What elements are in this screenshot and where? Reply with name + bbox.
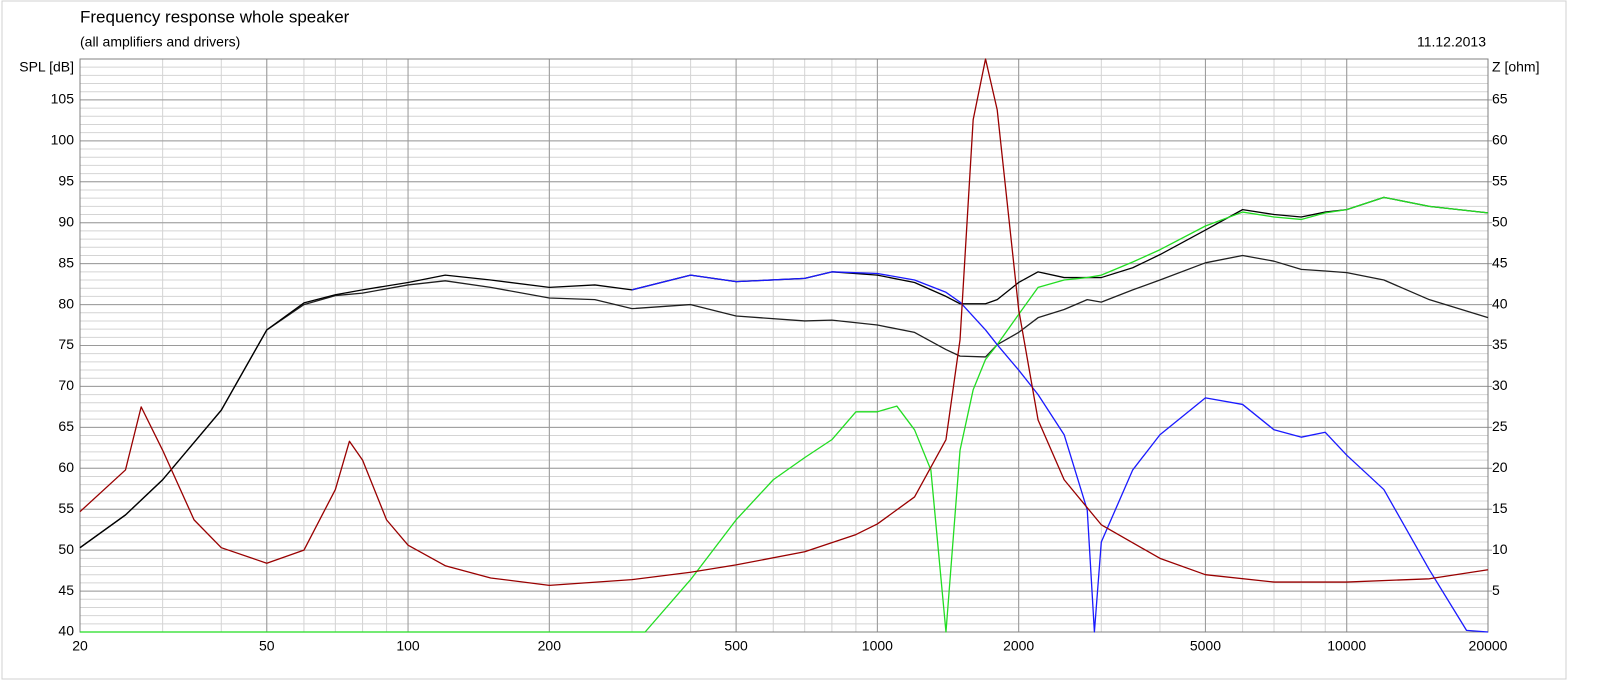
y2-tick-label: 5 bbox=[1492, 582, 1500, 598]
y2-tick-label: 55 bbox=[1492, 172, 1508, 188]
plot-lines bbox=[79, 58, 1489, 633]
y2-tick-label: 10 bbox=[1492, 541, 1508, 557]
x-tick-label: 1000 bbox=[862, 638, 893, 654]
x-tick-label: 50 bbox=[259, 638, 275, 654]
y2-tick-label: 50 bbox=[1492, 213, 1508, 229]
x-tick-label: 5000 bbox=[1190, 638, 1221, 654]
y2-tick-label: 45 bbox=[1492, 254, 1508, 270]
x-tick-label: 10000 bbox=[1327, 638, 1366, 654]
x-tick-label: 20000 bbox=[1469, 638, 1508, 654]
x-tick-label: 500 bbox=[724, 638, 748, 654]
y-tick-label: 60 bbox=[58, 459, 74, 475]
x-tick-label: 100 bbox=[396, 638, 420, 654]
y-tick-label: 105 bbox=[51, 91, 75, 107]
y2-tick-label: 60 bbox=[1492, 132, 1508, 148]
y2-tick-label: 65 bbox=[1492, 91, 1508, 107]
y-tick-label: 75 bbox=[58, 336, 74, 352]
x-tick-label: 2000 bbox=[1003, 638, 1034, 654]
series-line bbox=[79, 254, 1489, 549]
series-line bbox=[79, 196, 1489, 549]
plot-border bbox=[79, 58, 1489, 633]
y-tick-label: 50 bbox=[58, 541, 74, 557]
series-line bbox=[79, 58, 1489, 586]
x-tick-label: 200 bbox=[538, 638, 562, 654]
chart-subtitle: (all amplifiers and drivers) bbox=[80, 34, 240, 50]
y2-tick-label: 35 bbox=[1492, 336, 1508, 352]
y2-tick-label: 30 bbox=[1492, 377, 1508, 393]
y-tick-label: 70 bbox=[58, 377, 74, 393]
y-axis-label: SPL [dB] bbox=[19, 59, 74, 75]
grid bbox=[79, 58, 1492, 633]
y2-tick-label: 15 bbox=[1492, 500, 1508, 516]
y-tick-label: 45 bbox=[58, 582, 74, 598]
y-tick-label: 85 bbox=[58, 254, 74, 270]
y-tick-label: 90 bbox=[58, 213, 74, 229]
series-line bbox=[631, 271, 1489, 633]
y-tick-label: 80 bbox=[58, 295, 74, 311]
y-tick-label: 95 bbox=[58, 172, 74, 188]
y2-tick-label: 25 bbox=[1492, 418, 1508, 434]
chart-title: Frequency response whole speaker bbox=[80, 7, 350, 26]
y-tick-label: 40 bbox=[58, 623, 74, 639]
x-tick-label: 20 bbox=[72, 638, 88, 654]
y2-tick-label: 20 bbox=[1492, 459, 1508, 475]
y-tick-label: 100 bbox=[51, 132, 75, 148]
y-tick-label: 55 bbox=[58, 500, 74, 516]
y2-axis-label: Z [ohm] bbox=[1492, 59, 1539, 75]
y-tick-label: 65 bbox=[58, 418, 74, 434]
chart-date: 11.12.2013 bbox=[1417, 34, 1486, 50]
frame bbox=[1, 0, 1567, 680]
y2-tick-label: 40 bbox=[1492, 295, 1508, 311]
